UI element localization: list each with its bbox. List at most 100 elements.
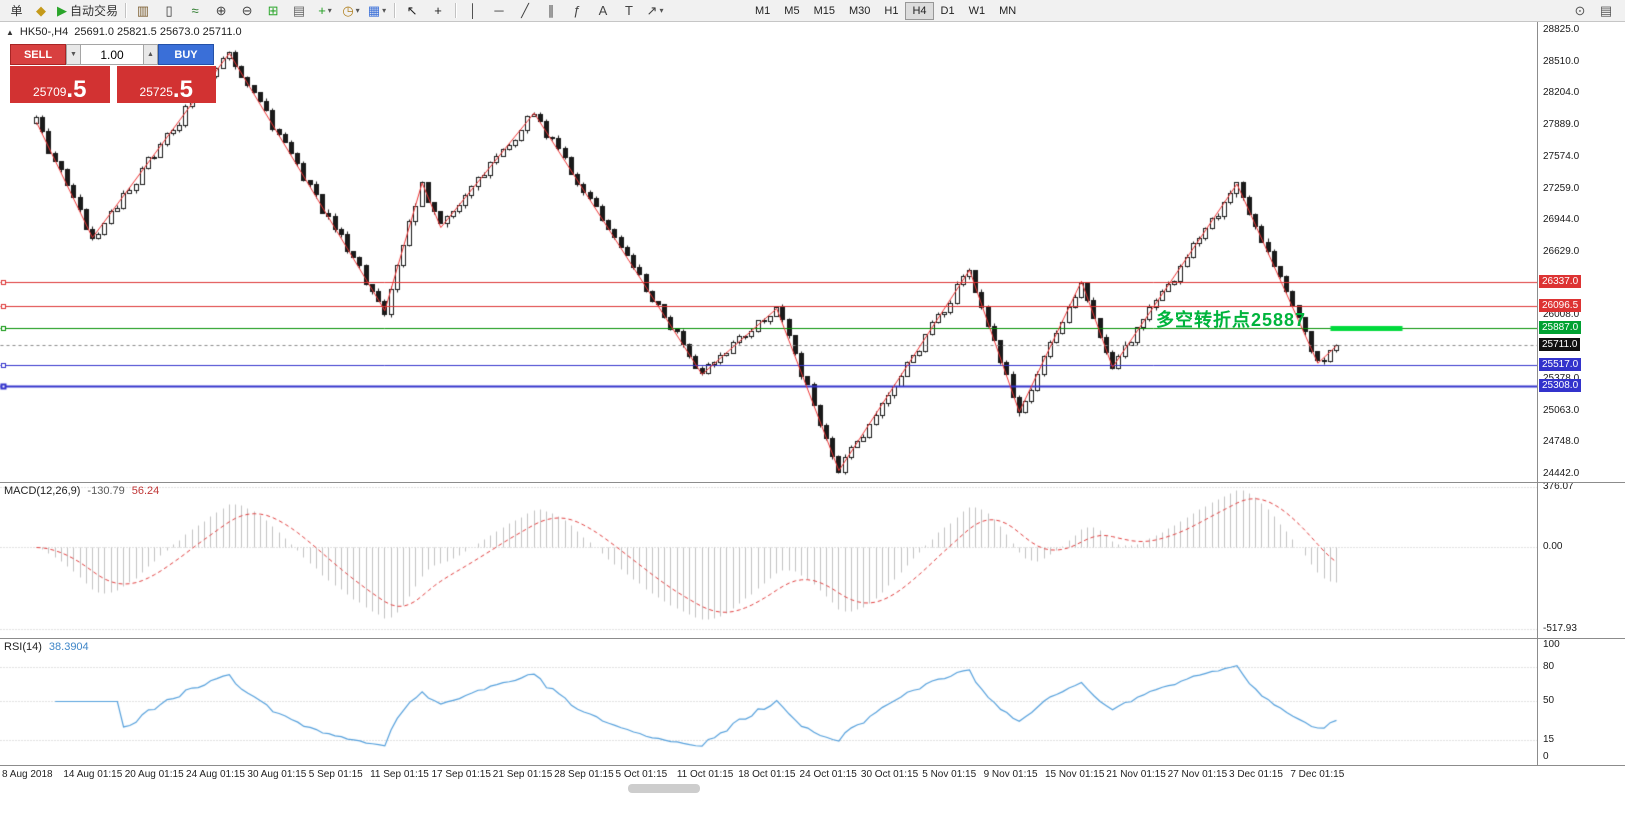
price-tick-label: 24442.0 bbox=[1543, 468, 1580, 479]
dropdown-caret-icon: ▾ bbox=[659, 6, 664, 15]
rsi-pane-separator[interactable] bbox=[0, 638, 1625, 639]
macd-axis-label: 0.00 bbox=[1543, 541, 1563, 552]
symbol-name: HK50-,H4 bbox=[19, 26, 69, 38]
line-chart-icon[interactable]: ≈ bbox=[182, 1, 208, 20]
vertical-line-icon[interactable]: │ bbox=[460, 1, 486, 20]
price-tick-label: 25378.0 bbox=[1543, 373, 1579, 384]
volume-up-button[interactable]: ▲ bbox=[143, 44, 158, 65]
indicators-icon: + bbox=[318, 3, 326, 18]
trendline-icon[interactable]: ╱ bbox=[512, 1, 538, 20]
time-label: 24 Oct 01:15 bbox=[799, 769, 857, 780]
autotrading-button[interactable]: ▶ 自动交易 bbox=[54, 1, 121, 20]
new-order-button-label: 单 bbox=[10, 4, 23, 18]
time-axis-separator bbox=[0, 765, 1625, 766]
timeframe-m30[interactable]: M30 bbox=[848, 4, 871, 17]
cursor-icon[interactable]: ↖ bbox=[399, 1, 425, 20]
chart-canvas[interactable] bbox=[0, 22, 1537, 765]
buy-price-display[interactable]: 25725.5 bbox=[116, 66, 216, 103]
label-icon[interactable]: T bbox=[616, 1, 642, 20]
horizontal-line-icon[interactable]: ─ bbox=[486, 1, 512, 20]
candlestick-chart-icon[interactable]: ▯ bbox=[156, 1, 182, 20]
arrange-windows-icon[interactable]: ▤ bbox=[286, 1, 312, 20]
volume-input[interactable] bbox=[81, 44, 143, 65]
time-label: 5 Sep 01:15 bbox=[308, 769, 363, 780]
chart-area[interactable]: 28825.0 28510.0 28204.0 27889.0 27574.0 27259… bbox=[0, 22, 1625, 815]
rsi-axis-label: 0 bbox=[1543, 751, 1549, 762]
templates-icon[interactable]: ▦ ▾ bbox=[364, 1, 390, 20]
timeframe-m15[interactable]: M15 bbox=[813, 4, 835, 17]
time-label: 24 Aug 01:15 bbox=[186, 769, 245, 780]
horizontal-scrollbar-thumb[interactable] bbox=[628, 784, 700, 793]
rsi-value: 38.3904 bbox=[48, 641, 89, 653]
rsi-indicator-label: RSI(14) 38.3904 bbox=[4, 641, 89, 653]
chart-symbol-icon: ▲ bbox=[6, 27, 14, 37]
toolbar-separator bbox=[125, 3, 127, 18]
indicators-icon[interactable]: + ▾ bbox=[312, 1, 338, 20]
market-watch-icon[interactable]: ◆ bbox=[28, 1, 54, 20]
time-label: 30 Aug 01:15 bbox=[247, 769, 307, 780]
price-tick-label: 26944.0 bbox=[1543, 214, 1580, 226]
macd-main-value: -130.79 bbox=[87, 485, 125, 497]
macd-pane-separator[interactable] bbox=[0, 482, 1625, 483]
autotrading-button: ▶ bbox=[57, 3, 67, 18]
time-label: 15 Nov 01:15 bbox=[1044, 769, 1105, 780]
sell-price-display[interactable]: 25709.5 bbox=[10, 66, 110, 103]
macd-axis-label: 376.07 bbox=[1543, 481, 1574, 493]
price-tick-label: 26629.0 bbox=[1543, 246, 1580, 257]
buy-button[interactable]: BUY bbox=[158, 44, 214, 65]
tile-windows-icon: ⊞ bbox=[267, 3, 279, 18]
sell-button[interactable]: SELL bbox=[10, 44, 66, 65]
timeframe-m1[interactable]: M1 bbox=[755, 4, 771, 17]
timeframe-h1[interactable]: H1 bbox=[884, 4, 899, 17]
market-watch-icon: ◆ bbox=[36, 3, 46, 18]
timeframe-mn[interactable]: MN bbox=[999, 4, 1017, 17]
channel-icon[interactable]: ∥ bbox=[538, 1, 564, 20]
price-tick-label: 28510.0 bbox=[1543, 55, 1580, 67]
quick-search-icon: ⊙ bbox=[1574, 3, 1586, 18]
buy-price-main: 25725 bbox=[139, 85, 173, 99]
horizontal-line-icon: ─ bbox=[494, 3, 504, 18]
arrange-windows-icon: ▤ bbox=[292, 3, 306, 18]
trade-controls-row: SELL ▼ ▲ BUY bbox=[10, 44, 216, 65]
pivot-annotation-text[interactable]: 多空转折点25887 bbox=[1156, 309, 1307, 330]
price-tick-label: 25063.0 bbox=[1543, 404, 1580, 416]
zoom-in-icon: ⊕ bbox=[215, 3, 227, 18]
timeframe-h4[interactable]: H4 bbox=[905, 1, 934, 20]
timeframe-w1[interactable]: W1 bbox=[968, 4, 986, 17]
macd-axis-label: -517.93 bbox=[1543, 623, 1577, 635]
crosshair-icon[interactable]: + bbox=[425, 1, 451, 20]
zoom-out-icon: ⊖ bbox=[241, 3, 253, 18]
arrows-icon[interactable]: ↗ ▾ bbox=[642, 1, 668, 20]
time-label: 21 Nov 01:15 bbox=[1106, 769, 1166, 780]
time-label: 27 Nov 01:15 bbox=[1167, 769, 1228, 780]
volume-down-button[interactable]: ▼ bbox=[66, 44, 81, 65]
price-tick-label: 27259.0 bbox=[1543, 182, 1580, 194]
price-tick-label: 28204.0 bbox=[1543, 87, 1580, 99]
ohlc-values: 25691.0 25821.5 25673.0 25711.0 bbox=[74, 26, 242, 38]
templates-icon: ▦ bbox=[367, 3, 381, 18]
zoom-out-icon[interactable]: ⊖ bbox=[234, 1, 260, 20]
toolbar-right-group: ⊙ ▤ bbox=[1567, 1, 1623, 20]
zoom-in-icon[interactable]: ⊕ bbox=[208, 1, 234, 20]
arrows-icon: ↗ bbox=[646, 3, 658, 18]
time-label: 18 Oct 01:15 bbox=[738, 769, 796, 780]
time-label: 14 Aug 01:15 bbox=[63, 769, 123, 780]
text-icon[interactable]: A bbox=[590, 1, 616, 20]
periods-icon[interactable]: ◷ ▾ bbox=[338, 1, 364, 20]
quick-search-icon[interactable]: ⊙ bbox=[1567, 1, 1593, 20]
chart-list-icon[interactable]: ▤ bbox=[1593, 1, 1619, 20]
macd-indicator-label: MACD(12,26,9) -130.79 56.24 bbox=[4, 485, 159, 497]
bar-chart-icon[interactable]: ▥ bbox=[130, 1, 156, 20]
time-label: 11 Oct 01:15 bbox=[676, 769, 734, 780]
time-label: 9 Nov 01:15 bbox=[983, 769, 1038, 780]
timeframe-m5[interactable]: M5 bbox=[784, 4, 800, 17]
tile-windows-icon[interactable]: ⊞ bbox=[260, 1, 286, 20]
macd-signal-value: 56.24 bbox=[131, 485, 160, 497]
trendline-icon: ╱ bbox=[521, 3, 529, 18]
rsi-axis-label: 80 bbox=[1543, 661, 1555, 673]
time-label: 20 Aug 01:15 bbox=[124, 769, 184, 780]
time-label: 28 Sep 01:15 bbox=[554, 769, 614, 780]
timeframe-d1[interactable]: D1 bbox=[940, 4, 955, 17]
fibonacci-icon[interactable]: ƒ bbox=[564, 1, 590, 20]
new-order-button[interactable]: 单 bbox=[2, 1, 28, 20]
